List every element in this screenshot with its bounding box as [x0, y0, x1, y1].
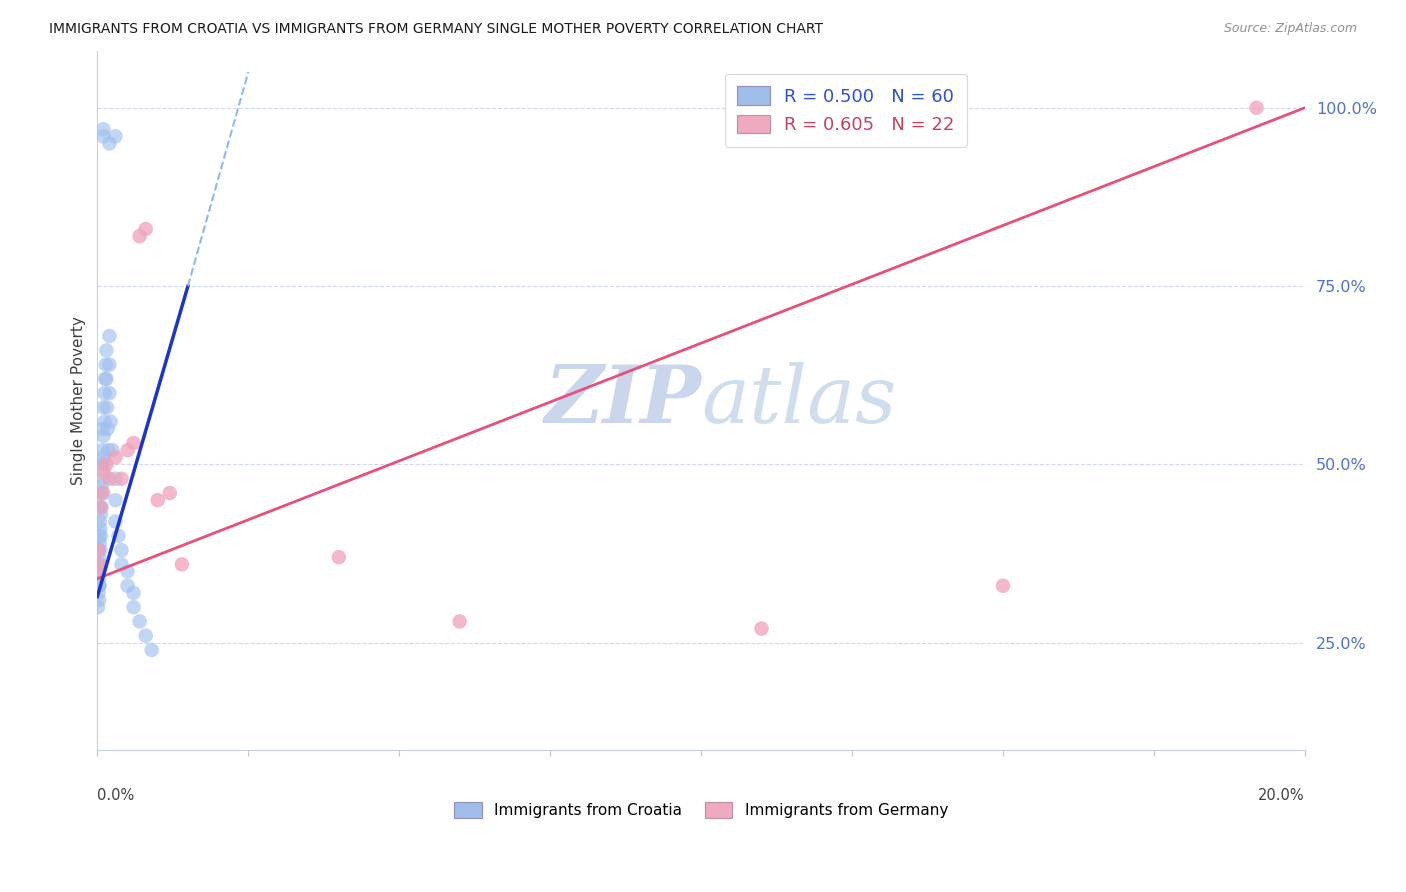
Point	[128, 229, 150, 244]
Point	[94, 358, 117, 372]
Point	[89, 515, 111, 529]
Text: IMMIGRANTS FROM CROATIA VS IMMIGRANTS FROM GERMANY SINGLE MOTHER POVERTY CORRELA: IMMIGRANTS FROM CROATIA VS IMMIGRANTS FR…	[49, 22, 823, 37]
Point	[91, 422, 114, 436]
Point	[91, 486, 114, 500]
Point	[170, 558, 193, 572]
Point	[122, 586, 145, 600]
Point	[89, 529, 111, 543]
Point	[90, 479, 112, 493]
Point	[101, 443, 124, 458]
Point	[117, 443, 139, 458]
Point	[91, 472, 114, 486]
Point	[89, 565, 111, 579]
Point	[104, 472, 127, 486]
Point	[98, 329, 121, 343]
Point	[159, 486, 181, 500]
Point	[93, 129, 115, 144]
Point	[87, 572, 110, 586]
Point	[93, 401, 115, 415]
Point	[98, 386, 121, 401]
Point	[97, 443, 120, 458]
Point	[89, 579, 111, 593]
Point	[991, 579, 1014, 593]
Point	[104, 450, 127, 465]
Point	[90, 500, 112, 515]
Point	[98, 136, 121, 151]
Point	[141, 643, 163, 657]
Text: 0.0%: 0.0%	[97, 789, 135, 804]
Point	[89, 593, 111, 607]
Point	[122, 600, 145, 615]
Point	[90, 529, 112, 543]
Point	[110, 543, 132, 558]
Legend: Immigrants from Croatia, Immigrants from Germany: Immigrants from Croatia, Immigrants from…	[449, 796, 955, 824]
Point	[89, 558, 111, 572]
Point	[87, 600, 110, 615]
Point	[110, 472, 132, 486]
Point	[93, 458, 115, 472]
Point	[87, 543, 110, 558]
Point	[96, 372, 118, 386]
Point	[89, 536, 111, 550]
Point	[93, 429, 115, 443]
Point	[328, 550, 350, 565]
Point	[104, 129, 127, 144]
Point	[449, 615, 471, 629]
Text: Source: ZipAtlas.com: Source: ZipAtlas.com	[1223, 22, 1357, 36]
Point	[96, 458, 118, 472]
Point	[93, 386, 115, 401]
Point	[117, 579, 139, 593]
Point	[90, 458, 112, 472]
Point	[89, 558, 111, 572]
Point	[128, 615, 150, 629]
Point	[97, 422, 120, 436]
Point	[107, 529, 129, 543]
Point	[89, 579, 111, 593]
Text: ZIP: ZIP	[544, 361, 702, 439]
Text: 20.0%: 20.0%	[1258, 789, 1305, 804]
Point	[98, 472, 121, 486]
Point	[89, 500, 111, 515]
Point	[1246, 101, 1268, 115]
Point	[87, 558, 110, 572]
Point	[87, 543, 110, 558]
Point	[117, 565, 139, 579]
Point	[135, 222, 157, 236]
Point	[87, 579, 110, 593]
Point	[96, 343, 118, 358]
Point	[100, 415, 122, 429]
Point	[89, 500, 111, 515]
Point	[96, 401, 118, 415]
Point	[751, 622, 773, 636]
Point	[89, 543, 111, 558]
Point	[94, 372, 117, 386]
Point	[93, 465, 115, 479]
Point	[89, 522, 111, 536]
Point	[93, 122, 115, 136]
Point	[93, 415, 115, 429]
Point	[89, 550, 111, 565]
Point	[87, 565, 110, 579]
Point	[110, 558, 132, 572]
Point	[90, 486, 112, 500]
Point	[90, 508, 112, 522]
Point	[98, 358, 121, 372]
Point	[146, 493, 169, 508]
Point	[91, 443, 114, 458]
Text: atlas: atlas	[702, 361, 897, 439]
Point	[87, 565, 110, 579]
Point	[104, 493, 127, 508]
Point	[87, 586, 110, 600]
Point	[122, 436, 145, 450]
Y-axis label: Single Mother Poverty: Single Mother Poverty	[72, 316, 86, 484]
Point	[91, 450, 114, 465]
Point	[93, 486, 115, 500]
Point	[104, 515, 127, 529]
Point	[135, 629, 157, 643]
